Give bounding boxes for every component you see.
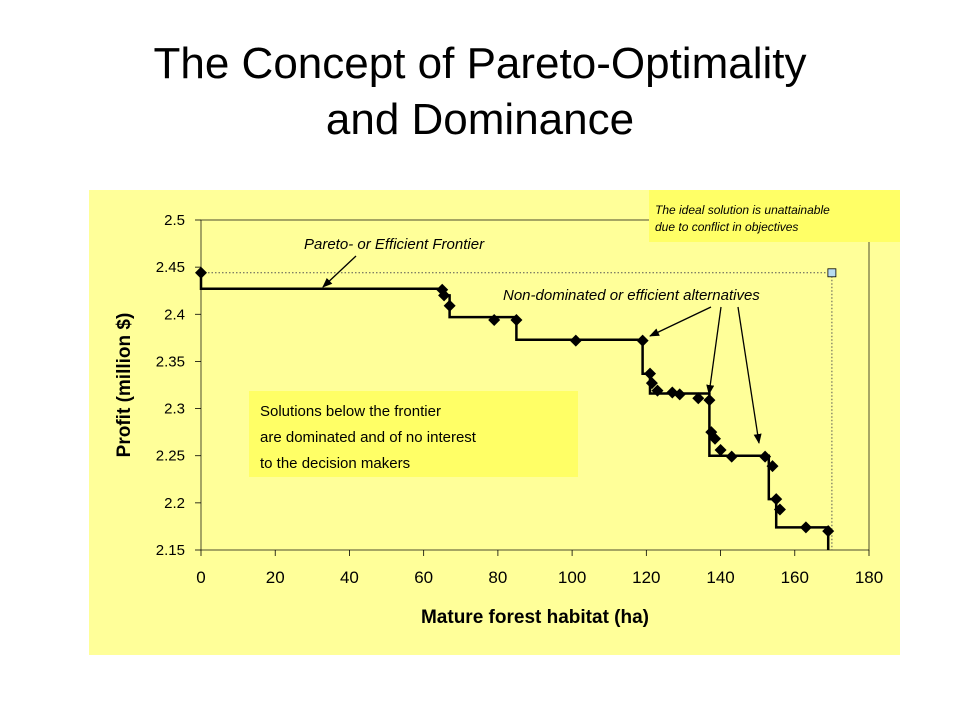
slide-title: The Concept of Pareto-Optimality and Dom… (0, 36, 960, 148)
x-tick-label: 140 (706, 568, 734, 587)
nondominated-annotation: Non-dominated or efficient alternatives (503, 287, 762, 444)
ideal-callout-line-2: due to conflict in objectives (655, 220, 798, 234)
solution-point (822, 525, 835, 538)
y-tick-label: 2.2 (164, 495, 185, 512)
solution-point (708, 432, 721, 445)
x-tick-label: 180 (855, 568, 883, 587)
slide-title-line-1: The Concept of Pareto-Optimality (153, 39, 807, 88)
x-tick-label: 80 (488, 568, 507, 587)
solution-point (651, 384, 664, 397)
nondominated-arrow-3 (737, 306, 762, 444)
y-tick-label: 2.3 (164, 401, 185, 418)
solution-point (773, 503, 786, 516)
ideal-point-marker (827, 268, 837, 278)
solution-point (766, 460, 779, 473)
solution-point (488, 313, 501, 326)
x-tick-label: 160 (781, 568, 809, 587)
x-tick-label: 100 (558, 568, 586, 587)
solution-point (703, 394, 716, 407)
solution-point (443, 299, 456, 312)
ideal-callout: The ideal solution is unattainable due t… (649, 190, 900, 242)
frontier-annotation: Pareto- or Efficient Frontier (304, 236, 485, 288)
solution-points (195, 266, 835, 538)
solution-point (569, 334, 582, 347)
y-tick-label: 2.45 (156, 259, 185, 276)
x-tick-label: 40 (340, 568, 359, 587)
frontier-label: Pareto- or Efficient Frontier (304, 236, 485, 253)
dominated-callout-line-2: are dominated and of no interest (260, 429, 477, 446)
nondominated-arrow-1 (649, 306, 712, 337)
y-tick-label: 2.4 (164, 306, 185, 323)
solution-point (770, 493, 783, 506)
solution-point (438, 289, 451, 302)
frontier-arrow (322, 255, 357, 288)
dominated-callout: Solutions below the frontier are dominat… (249, 391, 578, 477)
solution-point (673, 388, 686, 401)
y-axis-label: Profit (million $) (114, 313, 135, 458)
solution-point (645, 377, 658, 390)
dominated-callout-box (249, 391, 578, 477)
y-axis: 2.15 2.2 2.25 2.3 2.35 2.4 2.45 2.5 (156, 212, 201, 559)
solution-point (799, 521, 812, 534)
solution-point (510, 313, 523, 326)
slide-title-line-2: and Dominance (325, 95, 635, 144)
y-tick-label: 2.15 (156, 542, 185, 559)
x-axis-label: Mature forest habitat (ha) (421, 607, 649, 628)
solution-point (195, 266, 207, 279)
nondominated-label: Non-dominated or efficient alternatives (503, 287, 760, 304)
solution-point (714, 444, 727, 457)
solution-point (644, 367, 657, 380)
ideal-solution (827, 268, 837, 278)
y-tick-label: 2.25 (156, 448, 185, 465)
nondominated-arrow-2 (706, 306, 722, 395)
y-tick-label: 2.5 (164, 212, 185, 229)
solution-point (759, 450, 772, 463)
x-tick-label: 60 (414, 568, 433, 587)
solution-point (725, 450, 738, 463)
dominated-callout-line-1: Solutions below the frontier (260, 403, 441, 420)
x-tick-label: 0 (196, 568, 205, 587)
x-tick-label: 120 (632, 568, 660, 587)
solution-point (692, 392, 705, 405)
ideal-callout-line-1: The ideal solution is unattainable (655, 203, 830, 217)
x-tick-label: 20 (266, 568, 285, 587)
x-axis: 0 20 40 60 80 100 120 140 160 180 (196, 550, 883, 587)
ideal-callout-box (649, 190, 900, 242)
y-tick-label: 2.35 (156, 353, 185, 370)
dominated-callout-line-3: to the decision makers (260, 455, 410, 472)
solution-point (636, 334, 649, 347)
plot-area-frame (200, 219, 870, 551)
ideal-guide-lines (201, 272, 833, 550)
